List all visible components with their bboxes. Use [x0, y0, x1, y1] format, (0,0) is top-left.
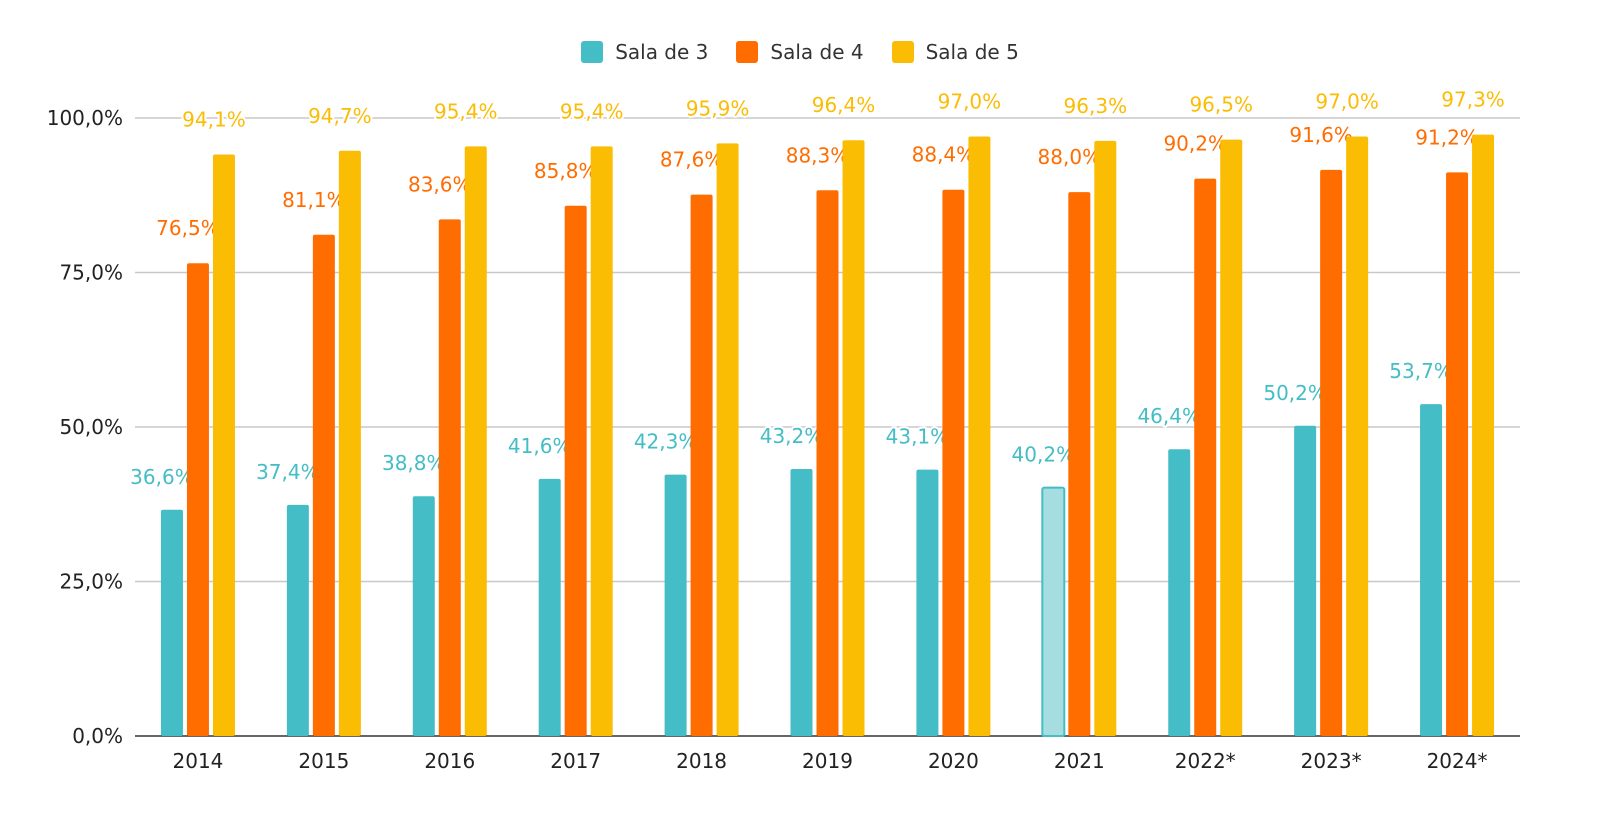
x-tick-label: 2024* [1427, 749, 1488, 773]
data-label: 83,6% [408, 172, 472, 196]
bar-5-2017 [590, 146, 613, 737]
data-label: 36,6% [130, 465, 194, 489]
x-tick-label: 2021 [1054, 749, 1105, 773]
data-label: 97,0% [938, 90, 1002, 114]
y-tick-label: 75,0% [59, 261, 123, 285]
legend-label-sala-4: Sala de 4 [770, 40, 864, 64]
bar-5-2016 [464, 146, 487, 737]
data-label: 43,2% [760, 424, 824, 448]
x-tick-label: 2018 [676, 749, 727, 773]
data-label: 46,4% [1137, 404, 1201, 428]
bar-3-2022 [1168, 449, 1191, 736]
x-tick-label: 2023* [1301, 749, 1362, 773]
data-label: 43,1% [886, 425, 950, 449]
data-label: 53,7% [1389, 359, 1453, 383]
bar-5-2023 [1346, 136, 1369, 737]
data-label: 38,8% [382, 451, 446, 475]
data-label: 87,6% [660, 148, 724, 172]
data-label: 85,8% [534, 159, 598, 183]
y-tick-label: 100,0% [47, 106, 123, 130]
bar-5-2021 [1094, 140, 1117, 737]
data-label: 94,7% [308, 104, 372, 128]
bar-3-2021 [1041, 486, 1066, 737]
legend-swatch-sala-5 [891, 41, 914, 63]
bar-4-2018 [690, 194, 713, 736]
bar-4-2023 [1320, 169, 1343, 737]
data-label: 97,0% [1315, 90, 1379, 114]
bar-3-2019 [790, 469, 813, 736]
bar-5-2024 [1472, 134, 1495, 736]
data-label: 88,4% [912, 143, 976, 167]
data-label: 50,2% [1263, 381, 1327, 405]
bar-4-2016 [438, 219, 461, 737]
bar-4-2020 [942, 189, 965, 737]
x-tick-label: 2017 [550, 749, 601, 773]
data-label: 81,1% [282, 188, 346, 212]
legend-label-sala-5: Sala de 5 [925, 40, 1019, 64]
bar-4-2017 [564, 205, 587, 737]
bar-5-2015 [338, 150, 361, 736]
legend-swatch-sala-3 [581, 41, 604, 63]
data-label: 90,2% [1163, 132, 1227, 156]
y-tick-label: 50,0% [59, 415, 123, 439]
bar-4-2024 [1446, 172, 1469, 736]
x-tick-label: 2020 [928, 749, 979, 773]
data-label: 95,9% [686, 96, 750, 120]
data-label: 88,3% [786, 143, 850, 167]
data-label: 97,3% [1441, 88, 1505, 112]
data-label: 94,1% [182, 107, 246, 131]
x-tick-label: 2015 [298, 749, 349, 773]
data-label: 96,3% [1064, 94, 1128, 118]
legend-swatch-sala-4 [736, 41, 759, 63]
y-tick-label: 0,0% [72, 724, 123, 748]
bar-4-2022 [1194, 178, 1217, 737]
bar-4-2014 [186, 263, 209, 736]
x-tick-label: 2019 [802, 749, 853, 773]
legend-item-sala-5: Sala de 5 [891, 40, 1019, 64]
bar-3-2014 [160, 509, 183, 736]
bar-5-2019 [842, 140, 865, 737]
bar-3-2016 [412, 496, 435, 736]
data-label: 96,5% [1189, 93, 1253, 117]
legend-item-sala-3: Sala de 3 [581, 40, 708, 64]
data-label: 76,5% [156, 216, 220, 240]
bar-3-2018 [664, 474, 687, 736]
legend: Sala de 3 Sala de 4 Sala de 5 [0, 40, 1600, 64]
data-label: 96,4% [812, 93, 876, 117]
data-label: 91,6% [1289, 123, 1353, 147]
data-label: 37,4% [256, 460, 320, 484]
bar-3-2024 [1420, 404, 1443, 736]
data-label: 91,2% [1415, 125, 1479, 149]
x-tick-label: 2014 [173, 749, 224, 773]
data-label: 95,4% [434, 99, 498, 123]
bar-5-2014 [212, 154, 235, 736]
bar-3-2023 [1294, 425, 1317, 736]
bar-4-2021 [1068, 192, 1091, 736]
x-tick-label: 2022* [1175, 749, 1236, 773]
data-label: 40,2% [1012, 443, 1076, 467]
bar-5-2020 [968, 136, 991, 737]
bar-4-2019 [816, 190, 839, 736]
bar-4-2015 [312, 234, 335, 736]
data-label: 42,3% [634, 430, 698, 454]
x-tick-label: 2016 [424, 749, 475, 773]
data-label: 41,6% [508, 434, 572, 458]
bar-5-2022 [1220, 139, 1243, 736]
data-label: 95,4% [560, 99, 624, 123]
bar-5-2018 [716, 143, 739, 736]
data-label: 88,0% [1038, 145, 1102, 169]
bar-3-2015 [286, 504, 309, 736]
bar-3-2020 [916, 469, 939, 736]
y-tick-label: 25,0% [59, 570, 123, 594]
bar-3-2017 [538, 478, 561, 736]
legend-label-sala-3: Sala de 3 [615, 40, 709, 64]
legend-item-sala-4: Sala de 4 [736, 40, 864, 64]
